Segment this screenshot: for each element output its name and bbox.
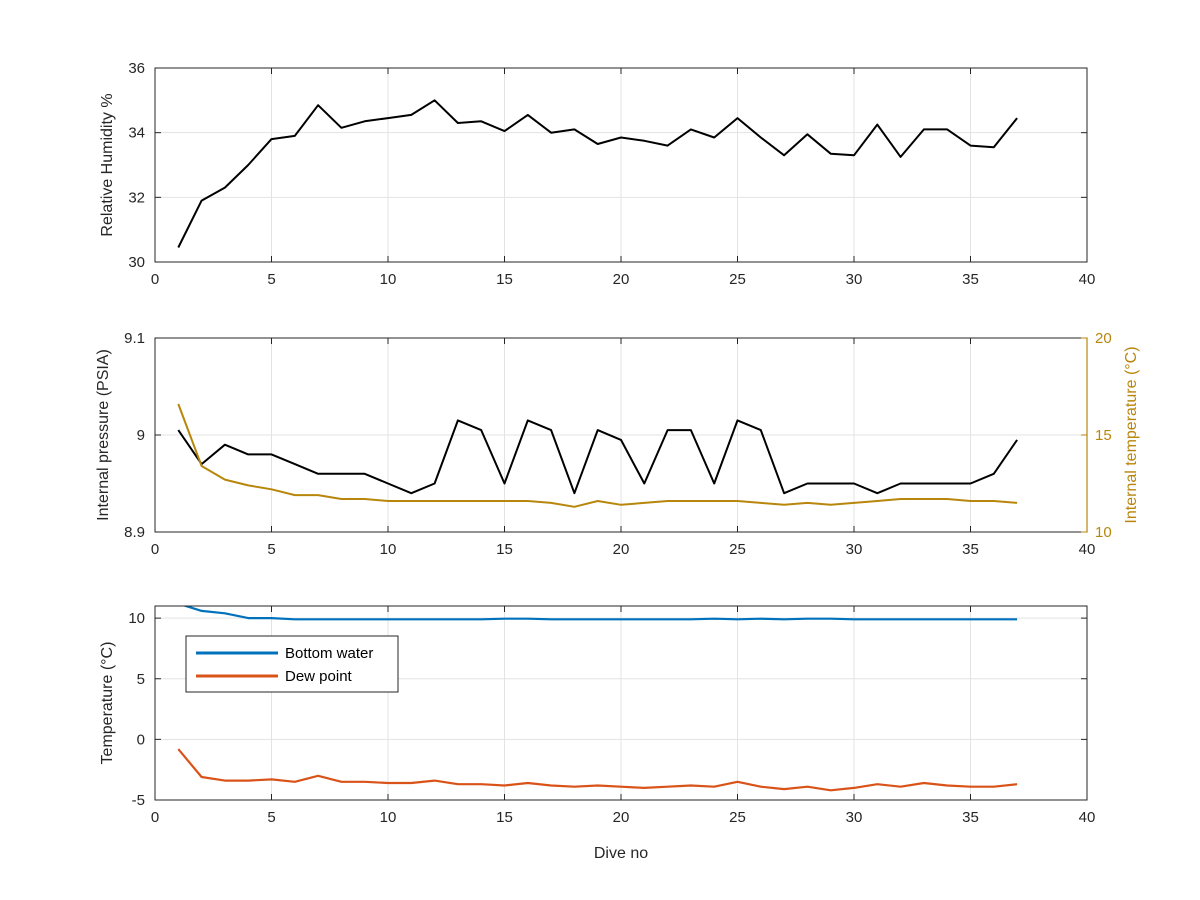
x-tick-label: 35 xyxy=(962,271,979,288)
y-tick-label: 34 xyxy=(128,125,145,142)
y-tick-label: 10 xyxy=(128,610,145,627)
x-tick-label: 10 xyxy=(380,271,397,288)
grid-lines xyxy=(155,606,1087,800)
y-right-tick-label: 15 xyxy=(1095,427,1112,444)
grid-lines xyxy=(155,68,1087,262)
y-tick-label: 36 xyxy=(128,60,145,77)
y-tick-label: 5 xyxy=(137,671,145,688)
legend: Bottom water Dew point xyxy=(185,635,399,693)
series-line-0 xyxy=(177,419,1018,495)
series-line-0 xyxy=(177,99,1018,248)
grid-lines xyxy=(155,338,1087,532)
x-tick-label: 35 xyxy=(962,809,979,826)
humidity-panel: 0 5 10 15 20 25 30 35 40 30 32 34 36 Relative Humidit… xyxy=(99,60,1095,288)
x-tick-label: 20 xyxy=(613,541,630,558)
y-tick-label: 9.1 xyxy=(124,330,145,347)
y-axis-label: Internal pressure (PSIA) xyxy=(95,349,112,521)
y-axis-label: Relative Humidity % xyxy=(99,93,116,236)
pressure-temperature-panel: 0 5 10 15 20 25 30 35 40 8.9 9 9.1 10 15 20 Internal te… xyxy=(95,330,1140,558)
series-line-bottom-water xyxy=(182,606,1018,621)
series-line-dew-point xyxy=(177,748,1018,792)
x-tick-label: 10 xyxy=(380,541,397,558)
x-tick-label: 10 xyxy=(380,809,397,826)
x-tick-label: 30 xyxy=(846,541,863,558)
x-tick-label: 5 xyxy=(267,271,275,288)
legend-label: Dew point xyxy=(285,668,353,685)
x-tick-label: 30 xyxy=(846,809,863,826)
x-tick-label: 35 xyxy=(962,541,979,558)
x-tick-label: 15 xyxy=(496,541,513,558)
x-tick-label: 20 xyxy=(613,271,630,288)
legend-box xyxy=(185,635,399,693)
y-tick-label: 9 xyxy=(137,427,145,444)
y-axis-label: Temperature (°C) xyxy=(99,642,116,765)
x-tick-label: 40 xyxy=(1079,809,1096,826)
series-line-1 xyxy=(177,403,1018,508)
y-tick-label: 32 xyxy=(128,189,145,206)
y-right-tick-label: 20 xyxy=(1095,330,1112,347)
y-right-tick-label: 10 xyxy=(1095,524,1112,541)
y-tick-label: 0 xyxy=(137,731,145,748)
x-tick-label: 25 xyxy=(729,541,746,558)
x-tick-label: 25 xyxy=(729,809,746,826)
x-tick-label: 20 xyxy=(613,809,630,826)
temperature-panel: 0 5 10 15 20 25 30 35 40 -5 0 5 10 Temperature (°C) Di… xyxy=(99,605,1096,862)
legend-label: Bottom water xyxy=(285,645,373,662)
y-tick-label: -5 xyxy=(132,792,145,809)
x-tick-label: 15 xyxy=(496,809,513,826)
x-tick-label: 15 xyxy=(496,271,513,288)
y-tick-label: 8.9 xyxy=(124,524,145,541)
x-tick-label: 30 xyxy=(846,271,863,288)
x-tick-label: 5 xyxy=(267,809,275,826)
y-tick-label: 30 xyxy=(128,254,145,271)
x-tick-label: 5 xyxy=(267,541,275,558)
x-tick-label: 0 xyxy=(151,809,159,826)
x-tick-label: 40 xyxy=(1079,271,1096,288)
x-tick-label: 40 xyxy=(1079,541,1096,558)
y-right-axis-label: Internal temperature (°C) xyxy=(1123,346,1140,523)
x-tick-label: 0 xyxy=(151,541,159,558)
x-tick-label: 0 xyxy=(151,271,159,288)
x-axis-label: Dive no xyxy=(594,845,648,862)
x-tick-label: 25 xyxy=(729,271,746,288)
